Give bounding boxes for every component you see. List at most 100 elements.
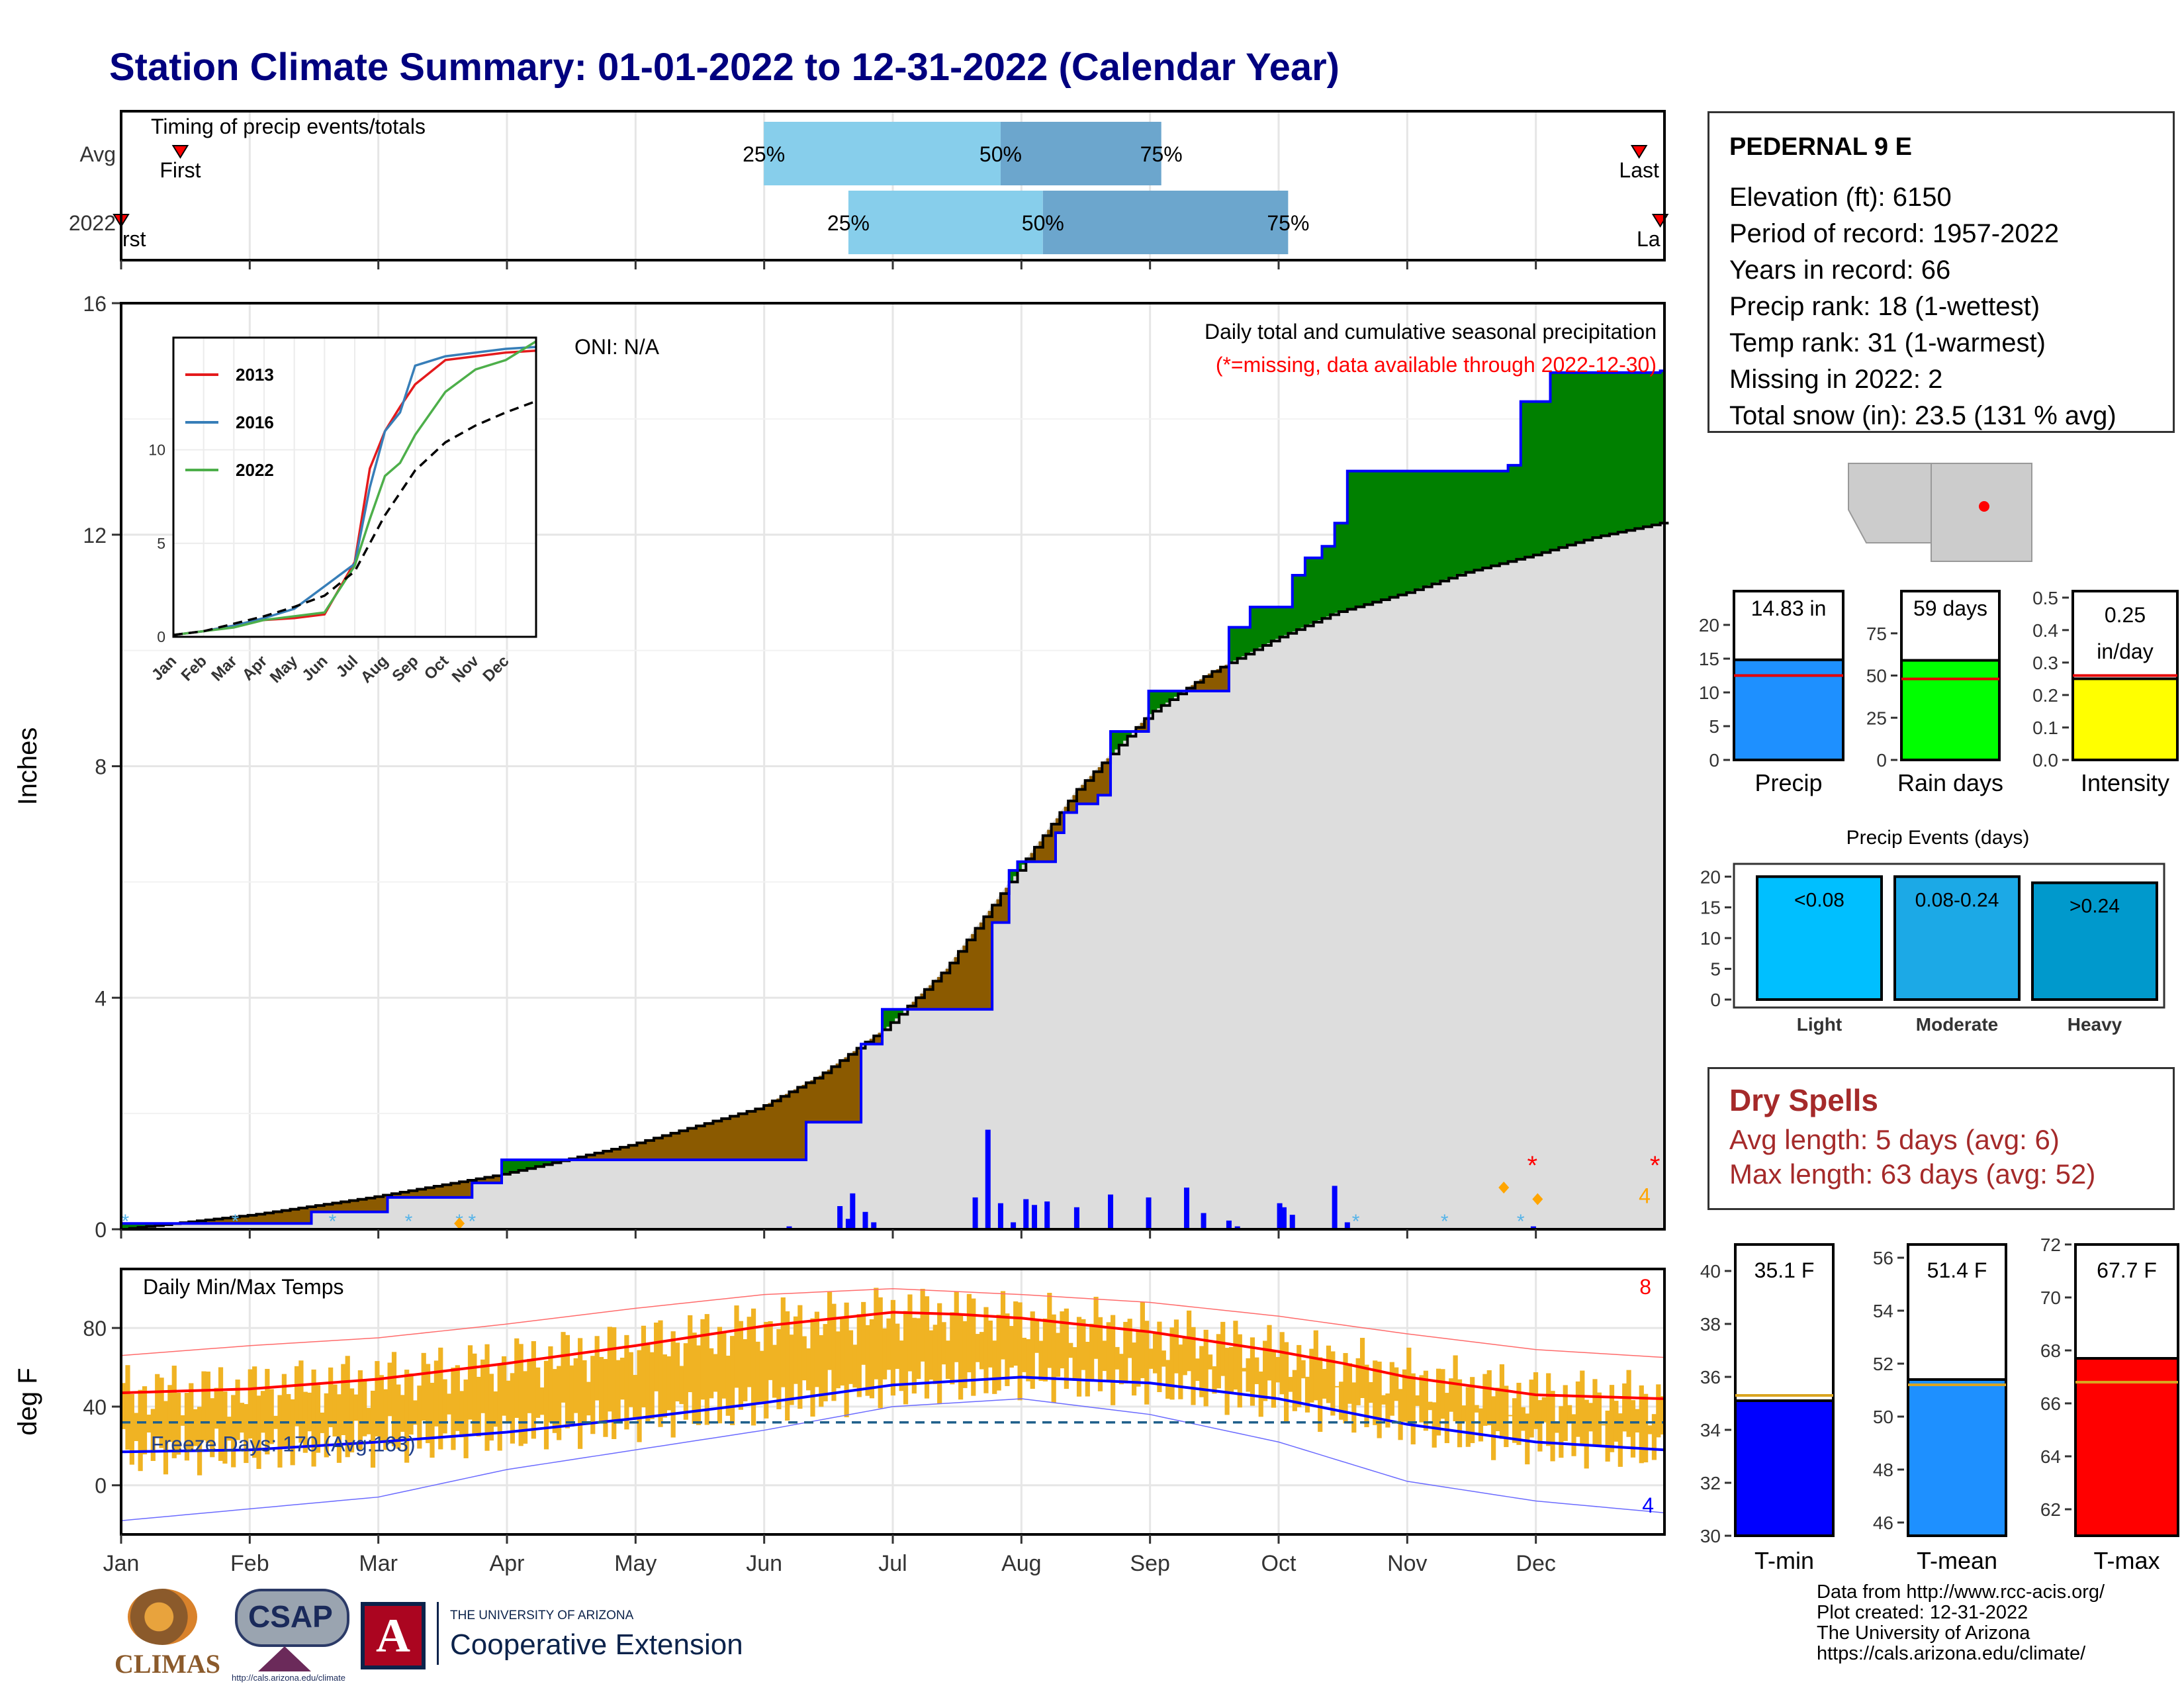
daily-temp-bar	[776, 1329, 782, 1409]
tgauge-tick-label: 46	[1873, 1513, 1893, 1533]
daily-temp-bar	[1609, 1385, 1615, 1452]
tgauge-bar-T-min	[1734, 1399, 1835, 1537]
daily-precip-bar	[997, 1203, 1003, 1229]
daily-temp-bar	[645, 1344, 651, 1423]
daily-temp-bar	[1435, 1368, 1441, 1436]
daily-temp-bar	[451, 1367, 456, 1450]
daily-temp-bar	[167, 1385, 173, 1442]
daily-temp-bar	[666, 1356, 672, 1411]
daily-temp-bar	[1072, 1347, 1077, 1381]
daily-temp-bar	[1123, 1321, 1128, 1383]
daily-temp-bar	[1275, 1356, 1281, 1383]
daily-temp-bar	[248, 1369, 253, 1439]
timing-marker-last	[1630, 145, 1648, 159]
daily-precip-bar	[1226, 1220, 1232, 1229]
daily-temp-bar	[886, 1318, 891, 1370]
gauge-tick-label: 0	[1876, 750, 1887, 771]
daily-temp-bar	[1588, 1403, 1594, 1432]
events-bar	[1756, 875, 1883, 1002]
daily-temp-bar	[1300, 1360, 1306, 1379]
csap-label: CSAP	[248, 1599, 333, 1634]
daily-temp-bar	[1546, 1373, 1551, 1446]
extreme-precip-marker	[454, 1217, 465, 1230]
daily-temp-bar	[721, 1332, 727, 1399]
daily-temp-bar	[1212, 1366, 1217, 1394]
daily-temp-bar	[594, 1336, 600, 1401]
daily-temp-bar	[612, 1327, 617, 1440]
daily-temp-bar	[497, 1364, 502, 1451]
observed-cumulative-line	[121, 369, 1664, 1225]
daily-precip-bar	[862, 1211, 868, 1229]
daily-temp-bar	[1187, 1310, 1192, 1372]
gauge-tick-label: 75	[1866, 624, 1887, 644]
daily-temp-bar	[1228, 1346, 1234, 1393]
daily-temp-bar	[539, 1387, 545, 1415]
daily-temp-bar	[1182, 1337, 1187, 1376]
daily-temp-bar	[205, 1371, 210, 1444]
daily-temp-bar	[734, 1305, 739, 1388]
daily-temp-bar	[743, 1339, 748, 1401]
daily-temp-bar	[933, 1325, 938, 1384]
daily-temp-bar	[345, 1356, 350, 1458]
footer-credits: Data from http://www.rcc-acis.org/ Plot …	[1817, 1582, 2105, 1664]
tgauge-tick-label: 34	[1700, 1420, 1721, 1440]
daily-temp-bar	[493, 1391, 498, 1427]
daily-temp-bar	[1081, 1319, 1086, 1370]
daily-temp-bar	[1537, 1400, 1543, 1452]
gauge-value-label: in/day	[2097, 639, 2153, 663]
daily-temp-bar	[1563, 1385, 1568, 1441]
daily-temp-bar	[438, 1347, 443, 1450]
gauge-name-label: Intensity	[2081, 769, 2169, 796]
daily-temp-bar	[383, 1389, 388, 1450]
inset-y-tick-label: 10	[148, 442, 165, 459]
daily-temp-bar	[1394, 1367, 1399, 1401]
temp-bottom-count: 4	[1642, 1493, 1654, 1517]
daily-temp-bar	[941, 1322, 946, 1365]
daily-temp-bar	[827, 1291, 833, 1370]
tgauge-tick-label: 64	[2040, 1446, 2061, 1467]
ua-logo: A THE UNIVERSITY OF ARIZONA Cooperative …	[361, 1602, 758, 1675]
tgauge-tick-label: 72	[2040, 1235, 2061, 1255]
daily-temp-bar	[1415, 1395, 1420, 1406]
daily-temp-bar	[379, 1375, 384, 1442]
snow-marker: *	[232, 1211, 240, 1233]
events-category-label: Moderate	[1916, 1014, 1998, 1035]
daily-temp-bar	[1428, 1401, 1433, 1411]
daily-temp-bar	[789, 1335, 794, 1405]
daily-temp-bar	[1005, 1313, 1010, 1386]
daily-temp-bar	[357, 1370, 363, 1450]
month-tick-label: Jul	[878, 1551, 907, 1576]
daily-temp-bar	[1449, 1378, 1454, 1412]
month-tick-label: Jan	[103, 1551, 140, 1576]
daily-temp-bar	[1647, 1425, 1653, 1434]
daily-temp-bar	[1554, 1421, 1560, 1433]
inset-legend-label: 2022	[236, 460, 274, 480]
daily-temp-bar	[260, 1391, 266, 1433]
station-snow: Total snow (in): 23.5 (131 % avg)	[1729, 401, 2116, 430]
daily-temp-bar	[692, 1333, 697, 1424]
daily-temp-bar	[1491, 1396, 1496, 1460]
daily-temp-bar	[1432, 1402, 1437, 1448]
daily-temp-bar	[155, 1374, 160, 1438]
daily-temp-bar	[747, 1317, 752, 1387]
daily-temp-bar	[979, 1332, 985, 1370]
daily-temp-bar	[1157, 1321, 1162, 1393]
footer-line: Plot created: 12-31-2022	[1817, 1602, 2028, 1623]
daily-temp-bar	[146, 1415, 152, 1433]
daily-temp-bar	[1195, 1358, 1201, 1382]
tgauge-name-label: T-min	[1754, 1547, 1814, 1574]
daily-temp-bar	[1504, 1385, 1509, 1448]
daily-temp-bar	[1068, 1342, 1073, 1358]
daily-temp-bar	[125, 1365, 130, 1450]
daily-temp-bar	[320, 1412, 325, 1433]
timing-last-label: Last	[1619, 158, 1659, 182]
daily-temp-bar	[1326, 1345, 1332, 1403]
daily-temp-bar	[506, 1380, 511, 1422]
daily-temp-bar	[1009, 1326, 1014, 1368]
daily-temp-bar	[391, 1352, 397, 1446]
tgauge-tick-label: 66	[2040, 1393, 2061, 1414]
precip-title: Daily total and cumulative seasonal prec…	[1205, 320, 1657, 344]
mountain-icon	[258, 1646, 311, 1671]
daily-temp-bar	[256, 1395, 261, 1470]
ua-small-label: THE UNIVERSITY OF ARIZONA	[450, 1609, 634, 1622]
